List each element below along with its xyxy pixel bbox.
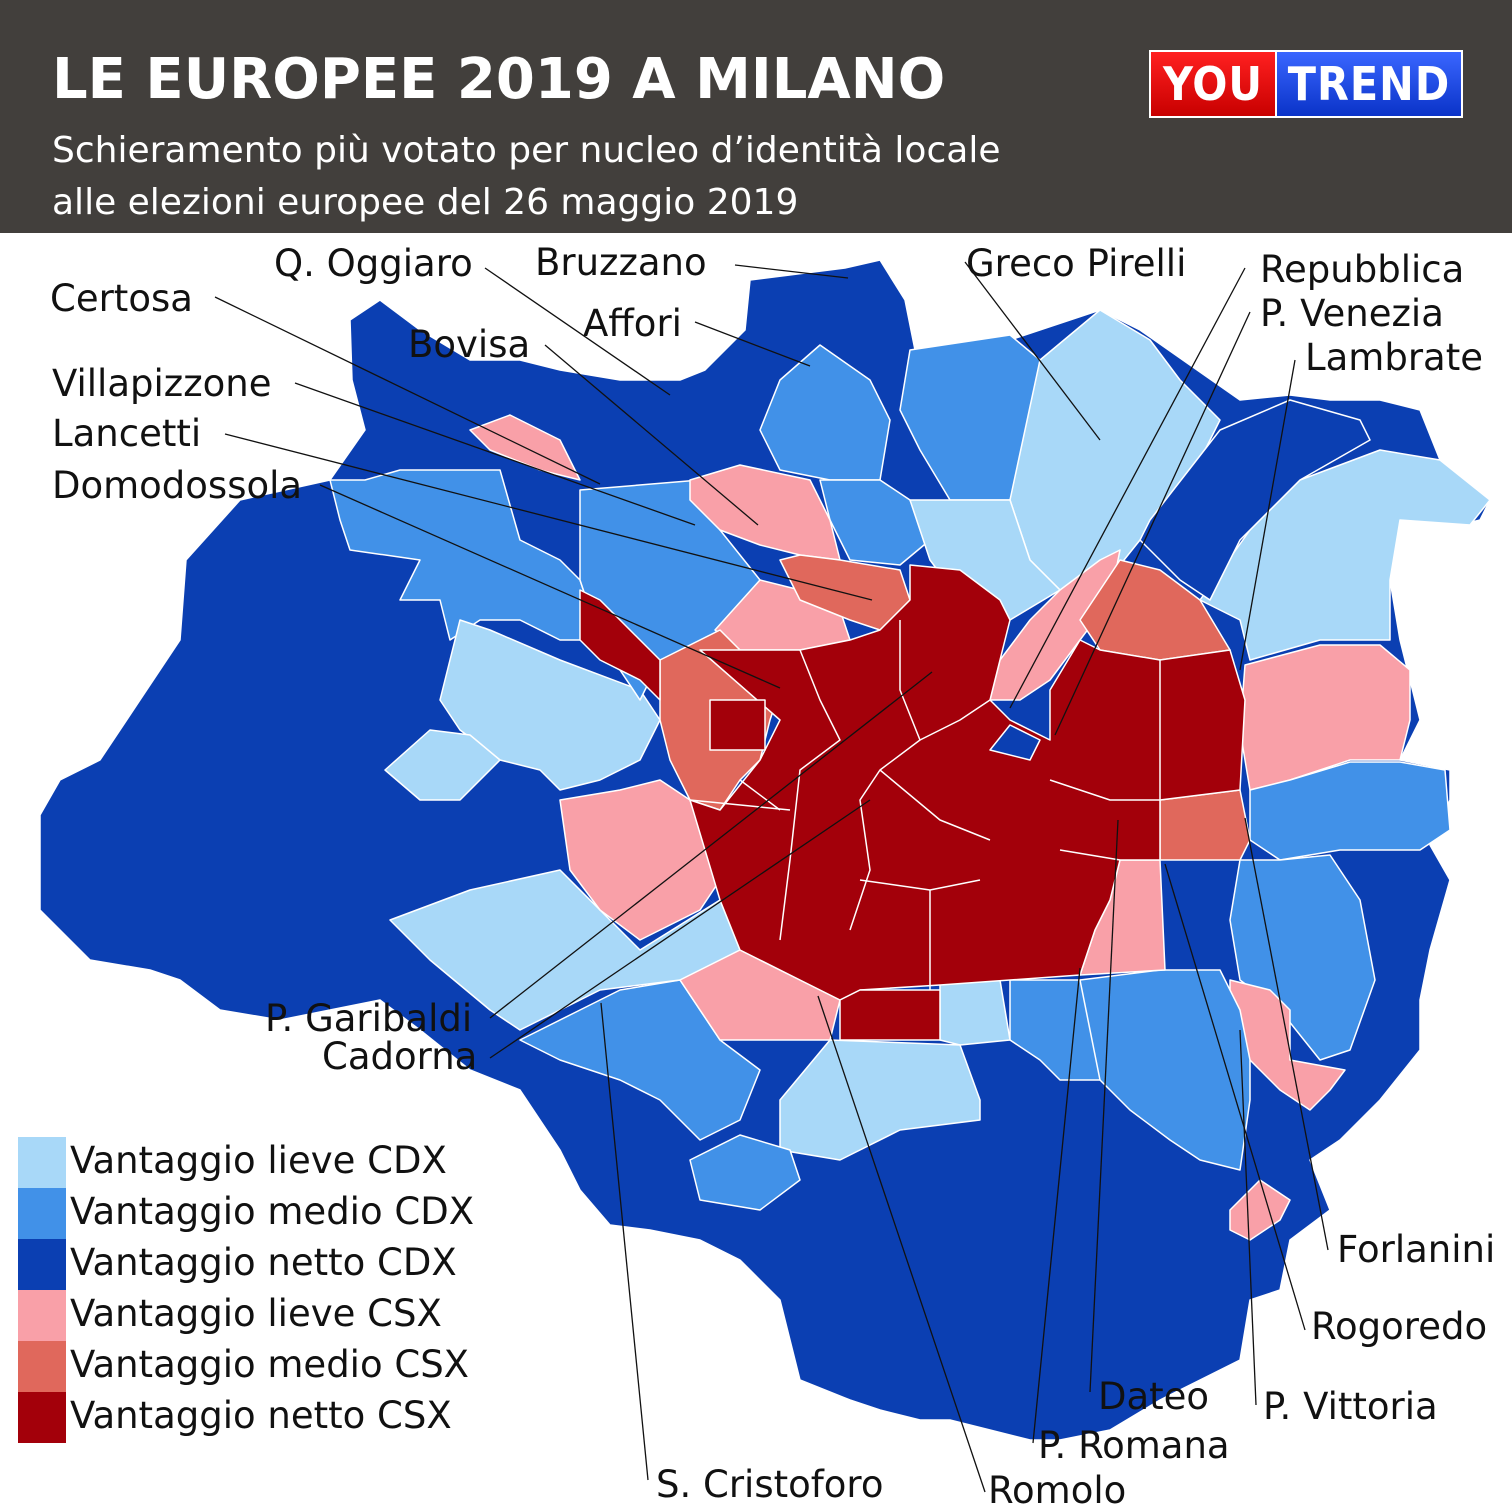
leader-lines <box>214 261 1329 1493</box>
legend-label: Vantaggio medio CSX <box>70 1343 470 1386</box>
header-bar: LE EUROPEE 2019 A MILANO Schieramento pi… <box>0 0 1512 233</box>
legend-item-netto-csx: Vantaggio netto CSX <box>18 1392 538 1443</box>
legend-item-netto-cdx: Vantaggio netto CDX <box>18 1239 538 1290</box>
legend-label: Vantaggio netto CDX <box>70 1241 457 1284</box>
map-labels: Q. Oggiaro Bruzzano Greco Pirelli Repubb… <box>50 241 1495 1512</box>
zone-west-lieve <box>439 619 661 791</box>
zone-sempione-netto-csx <box>709 699 766 751</box>
legend: Vantaggio lieve CDX Vantaggio medio CDX … <box>18 1137 538 1443</box>
centre-boundaries <box>689 620 1161 990</box>
zone-centre-netto-csx <box>689 564 1246 1001</box>
logo-trend: TREND <box>1275 52 1461 116</box>
legend-swatch <box>18 1188 66 1239</box>
zone-north-medio-2 <box>819 479 931 566</box>
zone-north-lieve <box>909 499 1061 621</box>
label-bovisa: Bovisa <box>408 323 530 366</box>
map-subtitle-line1: Schieramento più votato per nucleo d’ide… <box>52 130 1001 171</box>
legend-swatch <box>18 1239 66 1290</box>
label-villapizzone: Villapizzone <box>52 362 271 405</box>
zone-south-lieve-2 <box>779 1039 981 1161</box>
zone-east-lieve <box>1199 449 1491 661</box>
label-rogoredo: Rogoredo <box>1311 1305 1487 1348</box>
label-affori: Affori <box>583 302 682 345</box>
label-domodossola: Domodossola <box>52 464 302 507</box>
label-lancetti: Lancetti <box>52 412 201 455</box>
label-lambrate: Lambrate <box>1305 336 1483 379</box>
zone-repubblica-netto-cdx <box>989 724 1041 761</box>
legend-label: Vantaggio medio CDX <box>70 1190 475 1233</box>
legend-swatch <box>18 1392 66 1443</box>
label-forlanini: Forlanini <box>1337 1228 1495 1271</box>
label-p-romana: P. Romana <box>1038 1424 1230 1467</box>
label-cadorna: Cadorna <box>322 1035 477 1078</box>
label-p-vittoria: P. Vittoria <box>1263 1385 1438 1428</box>
label-greco-pirelli: Greco Pirelli <box>966 242 1186 285</box>
zone-lambrate-netto <box>1139 399 1371 601</box>
legend-label: Vantaggio netto CSX <box>70 1394 452 1437</box>
legend-swatch <box>18 1341 66 1392</box>
legend-item-lieve-cdx: Vantaggio lieve CDX <box>18 1137 538 1188</box>
zone-west-lieve-2 <box>384 729 501 801</box>
milan-map: Q. Oggiaro Bruzzano Greco Pirelli Repubb… <box>0 233 1512 1512</box>
label-repubblica: Repubblica <box>1260 248 1464 291</box>
zone-forlanini-medio <box>1229 854 1376 1061</box>
map-title: LE EUROPEE 2019 A MILANO <box>52 47 946 112</box>
zone-south-netto-csx <box>839 989 941 1041</box>
label-p-venezia: P. Venezia <box>1260 292 1444 335</box>
legend-label: Vantaggio lieve CDX <box>70 1139 447 1182</box>
legend-label: Vantaggio lieve CSX <box>70 1292 442 1335</box>
map-subtitle-line2: alle elezioni europee del 26 maggio 2019 <box>52 182 799 223</box>
zone-east-medio <box>1249 761 1451 861</box>
label-certosa: Certosa <box>50 277 193 320</box>
logo-you: YOU <box>1151 52 1275 116</box>
legend-swatch <box>18 1290 66 1341</box>
label-bruzzano: Bruzzano <box>535 241 707 284</box>
zone-pgaribaldi-netto-csx <box>579 589 661 701</box>
zone-west-lieve-csx <box>559 779 721 941</box>
legend-item-medio-cdx: Vantaggio medio CDX <box>18 1188 538 1239</box>
label-romolo: Romolo <box>988 1469 1126 1512</box>
legend-item-medio-csx: Vantaggio medio CSX <box>18 1341 538 1392</box>
zone-west-medio <box>329 469 601 641</box>
zone-east-lieve-csx <box>1239 644 1411 791</box>
youtrend-logo: YOU TREND <box>1149 50 1463 118</box>
label-s-cristoforo: S. Cristoforo <box>656 1463 883 1506</box>
zone-dateo-medio-csx <box>1159 789 1251 861</box>
zone-sw-medio-2 <box>689 1134 801 1211</box>
label-dateo: Dateo <box>1098 1375 1209 1418</box>
zone-southwest-medio <box>519 979 761 1141</box>
label-p-garibaldi: P. Garibaldi <box>265 997 472 1040</box>
legend-swatch <box>18 1137 66 1188</box>
zone-south-lieve <box>939 979 1011 1046</box>
legend-item-lieve-csx: Vantaggio lieve CSX <box>18 1290 538 1341</box>
label-q-oggiaro: Q. Oggiaro <box>274 242 473 285</box>
